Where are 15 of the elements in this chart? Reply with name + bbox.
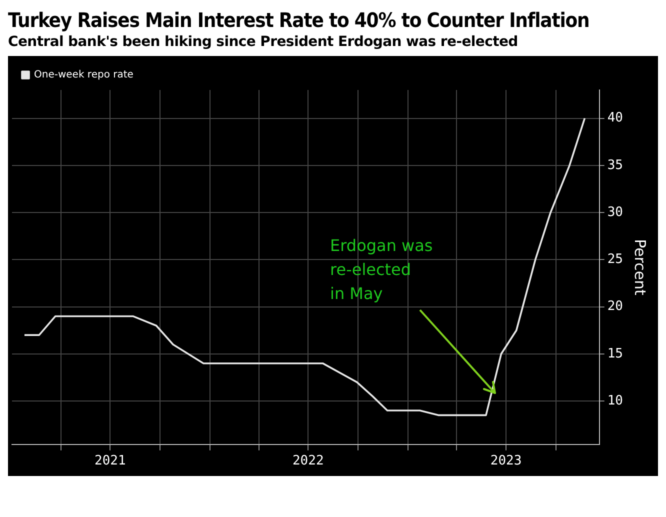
x-tick-label: 2021 bbox=[94, 454, 126, 469]
x-tick-label: 2022 bbox=[292, 454, 324, 469]
y-axis-title: Percent bbox=[631, 238, 650, 296]
legend-label: One-week repo rate bbox=[34, 70, 134, 81]
chart-subtitle: Central bank's been hiking since President Erdogan was re-elected bbox=[8, 34, 519, 50]
y-tick-label: 15 bbox=[607, 346, 624, 362]
chart-title: Turkey Raises Main Interest Rate to 40% to Counter Inflation bbox=[8, 8, 590, 32]
annotation: Erdogan was re-elected in May bbox=[330, 235, 433, 305]
y-tick-label: 25 bbox=[607, 252, 624, 268]
y-tick-label: 40 bbox=[607, 110, 624, 126]
y-tick-label: 20 bbox=[607, 299, 624, 314]
y-tick-label: 10 bbox=[607, 393, 624, 408]
x-tick-label: 2023 bbox=[490, 454, 522, 469]
y-tick-label: 35 bbox=[607, 158, 624, 173]
y-tick-label: 30 bbox=[607, 204, 624, 220]
